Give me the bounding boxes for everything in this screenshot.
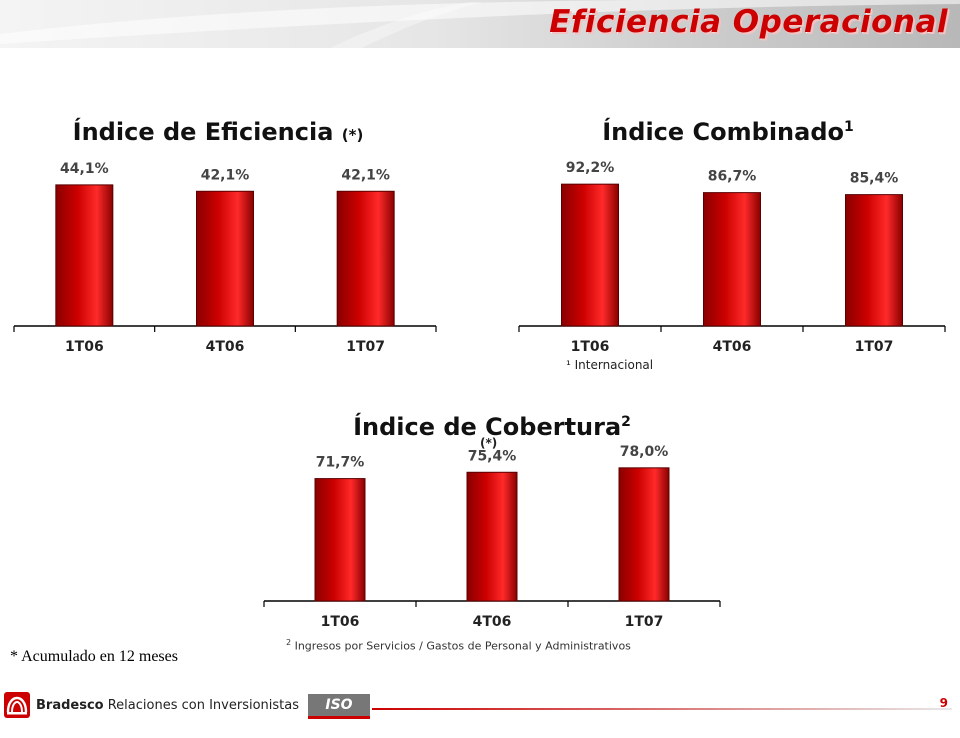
- chart-title-combinado-text: Índice Combinado: [602, 118, 844, 146]
- bar-1T07: [336, 190, 395, 327]
- value-label: 85,4%: [850, 171, 899, 187]
- header-banner: Eficiencia Operacional: [0, 0, 960, 48]
- footer-brand-name: Bradesco: [36, 698, 104, 713]
- chart-cobertura: 71,7% 1T06 75,4% 4T06 78,0% 1T07: [263, 444, 721, 630]
- value-label: 44,1%: [60, 161, 109, 177]
- chart-title-eficiencia-note: (*): [341, 126, 364, 144]
- value-label: 86,7%: [708, 169, 757, 185]
- footer: Bradesco Relaciones con Inversionistas I…: [0, 688, 960, 735]
- bar-1T07: [845, 194, 903, 327]
- bar-4T06: [703, 192, 761, 327]
- bar-4T06: [466, 471, 518, 602]
- chart-title-cobertura-text: Índice de Cobertura: [353, 413, 622, 441]
- category-label: 1T06: [571, 339, 610, 355]
- chart-cobertura-footnote-sup: 2: [286, 638, 292, 647]
- category-label: 1T07: [855, 339, 894, 355]
- footer-divider: [372, 708, 952, 710]
- bar-1T07: [618, 467, 670, 602]
- chart-title-eficiencia-text: Índice de Eficiencia: [72, 118, 334, 146]
- category-label: 4T06: [473, 614, 512, 630]
- chart-title-cobertura-note: (*): [480, 436, 498, 450]
- chart-title-cobertura: Índice de Cobertura2: [353, 413, 631, 441]
- chart-title-eficiencia: Índice de Eficiencia (*): [73, 118, 364, 146]
- chart-eficiencia: 44,1% 1T06 42,1% 4T06 42,1% 1T07: [13, 161, 437, 355]
- chart-title-combinado-sup: 1: [844, 119, 854, 135]
- value-label: 92,2%: [566, 160, 615, 176]
- chart-cobertura-footnote: 2 Ingresos por Servicios / Gastos de Per…: [286, 638, 631, 653]
- accumulated-note: * Acumulado en 12 meses: [10, 648, 178, 665]
- value-label: 75,4%: [468, 448, 517, 464]
- category-label: 1T06: [321, 614, 360, 630]
- chart-cobertura-footnote-text: Ingresos por Servicios / Gastos de Perso…: [294, 639, 631, 653]
- header-swoosh-decoration: [0, 0, 960, 48]
- chart-combinado: 92,2% 1T06 86,7% 4T06 85,4% 1T07: [518, 160, 946, 355]
- iso-badge: ISO 9001: [308, 694, 370, 735]
- category-label: 4T06: [713, 339, 752, 355]
- value-label: 42,1%: [341, 167, 390, 183]
- bar-1T06: [55, 184, 114, 327]
- chart-title-combinado: Índice Combinado1: [602, 118, 854, 146]
- bar-1T06: [314, 478, 366, 602]
- category-label: 1T06: [65, 339, 104, 355]
- chart-title-cobertura-sup: 2: [621, 414, 631, 430]
- page-number: 9: [939, 696, 948, 710]
- bradesco-tree-icon: [6, 696, 28, 715]
- value-label: 71,7%: [316, 455, 365, 471]
- value-label: 78,0%: [620, 444, 669, 460]
- category-label: 1T07: [625, 614, 664, 630]
- value-label: 42,1%: [201, 167, 250, 183]
- category-label: 4T06: [206, 339, 245, 355]
- bar-4T06: [196, 190, 254, 327]
- bradesco-logo-icon: [4, 692, 30, 718]
- bar-1T06: [561, 183, 619, 327]
- footer-section: Relaciones con Inversionistas: [107, 698, 299, 713]
- footer-brand: Bradesco Relaciones con Inversionistas: [36, 698, 299, 713]
- category-label: 1T07: [346, 339, 385, 355]
- page-title: Eficiencia Operacional: [549, 4, 948, 40]
- chart-combinado-note: ¹ Internacional: [566, 358, 654, 372]
